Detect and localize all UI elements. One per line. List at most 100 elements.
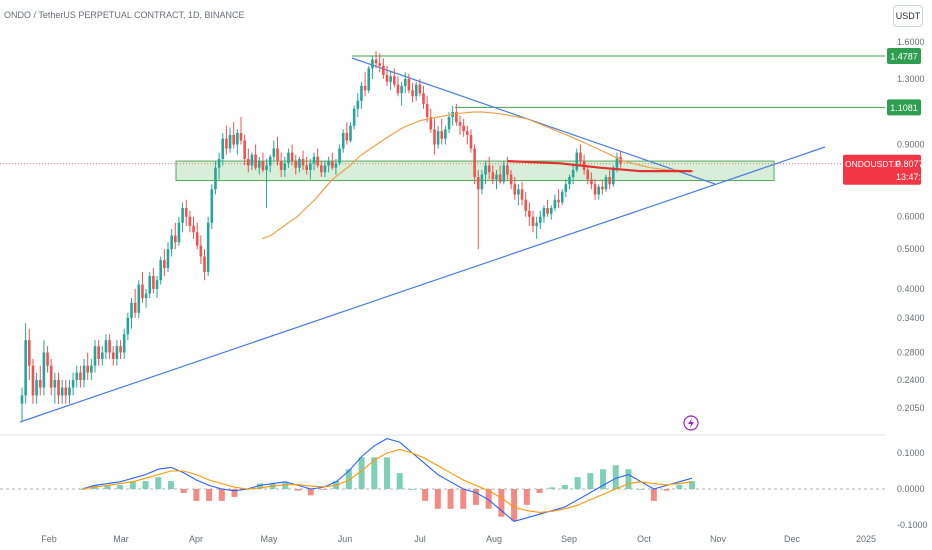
candle-body (316, 156, 319, 166)
candle (444, 125, 447, 145)
candle-body (374, 59, 378, 64)
macd-histogram-bar (79, 489, 85, 490)
macd-histogram-bar (485, 489, 492, 509)
candle (210, 184, 214, 229)
candle-body (502, 165, 506, 182)
currency-button[interactable]: USDT (893, 5, 923, 27)
candle-body (177, 222, 181, 243)
lightning-icon[interactable] (683, 415, 699, 431)
candle-body (170, 235, 173, 250)
candle-body (68, 387, 71, 396)
macd-histogram-bar (371, 457, 378, 489)
candle-body (188, 216, 192, 226)
candle-body (509, 174, 513, 185)
candle-body (498, 174, 502, 182)
candle-body (294, 161, 298, 168)
candle (542, 205, 546, 223)
candle (458, 115, 462, 135)
candle (476, 169, 480, 250)
candle-body (86, 365, 89, 373)
candle-body (79, 372, 82, 380)
candle (341, 129, 345, 153)
candle (586, 165, 590, 185)
candle (174, 222, 177, 250)
candle-body (210, 189, 214, 223)
candle (57, 372, 60, 404)
candle-body (491, 172, 495, 180)
candle (254, 144, 257, 170)
candle-body (206, 222, 210, 272)
candle-body (309, 163, 312, 170)
candle (557, 189, 560, 209)
candle-body (535, 222, 538, 226)
macd-histogram-bar (625, 469, 632, 489)
time-tick-label: Mar (113, 534, 129, 544)
candle-body (568, 176, 571, 185)
candle-body (553, 199, 557, 209)
candle (316, 148, 319, 168)
candle-body (341, 132, 345, 149)
candle-body (268, 156, 272, 166)
macd-histogram-bar (650, 489, 657, 501)
candle-body (531, 216, 535, 226)
candle-body (42, 352, 46, 388)
candle-body (250, 154, 254, 166)
candle-body (64, 387, 68, 396)
candle-body (272, 148, 276, 157)
price-tick-label: 0.9000 (897, 139, 925, 149)
price-tick-label: 0.2800 (897, 347, 925, 357)
candle (560, 189, 564, 206)
candle-body (119, 346, 122, 353)
candle-body (356, 100, 360, 109)
candle-body (20, 395, 24, 404)
macd-histogram-bar (422, 489, 429, 501)
candle-body (389, 76, 392, 82)
candle-body (590, 179, 593, 185)
candle-body (418, 84, 422, 94)
candle-body (385, 74, 389, 82)
candle (294, 154, 298, 175)
candle-body (166, 249, 170, 268)
candle (279, 152, 283, 177)
candle (568, 174, 571, 190)
price-tick-label: 0.2050 (897, 403, 925, 413)
candle-body (35, 379, 38, 396)
time-axis[interactable]: Feb Mar Apr May Jun Jul Aug Sep Oct Nov Dec 2025 (41, 534, 876, 544)
candle-body (287, 152, 290, 164)
candle-body (232, 134, 235, 145)
macd-histogram-bar (396, 473, 403, 489)
candle (49, 358, 53, 396)
macd-histogram-bar (104, 485, 111, 489)
candle (283, 156, 287, 177)
candle (352, 105, 356, 130)
candle (126, 312, 130, 341)
candle (597, 184, 600, 200)
candle (455, 103, 458, 126)
candle (46, 346, 49, 373)
candle (553, 194, 557, 211)
candle (601, 179, 604, 195)
macd-histogram-bar (676, 485, 683, 489)
candle (422, 85, 425, 109)
candle (433, 118, 436, 155)
candle (203, 249, 206, 281)
candle (590, 172, 593, 190)
price-tick-label: 0.5000 (897, 244, 925, 254)
level-price-label: 1.1081 (890, 103, 918, 113)
macd-histogram-bar (511, 489, 518, 521)
candle (144, 288, 148, 308)
candle (86, 352, 89, 380)
candle-body (90, 365, 93, 373)
macd-histogram-bar (498, 489, 505, 517)
macd-histogram-bar (129, 481, 136, 489)
candle (374, 51, 378, 69)
candle-body (608, 176, 611, 185)
candle-body (24, 340, 27, 396)
macd-histogram-bar (663, 489, 670, 491)
candle (101, 346, 104, 366)
macd-histogram-bar (574, 477, 581, 489)
price-axis[interactable]: 1.6000 1.3000 0.9000 0.6000 0.5000 0.4000 0.34… (0, 37, 931, 436)
candle-body (396, 84, 400, 94)
candle-body (155, 280, 159, 289)
